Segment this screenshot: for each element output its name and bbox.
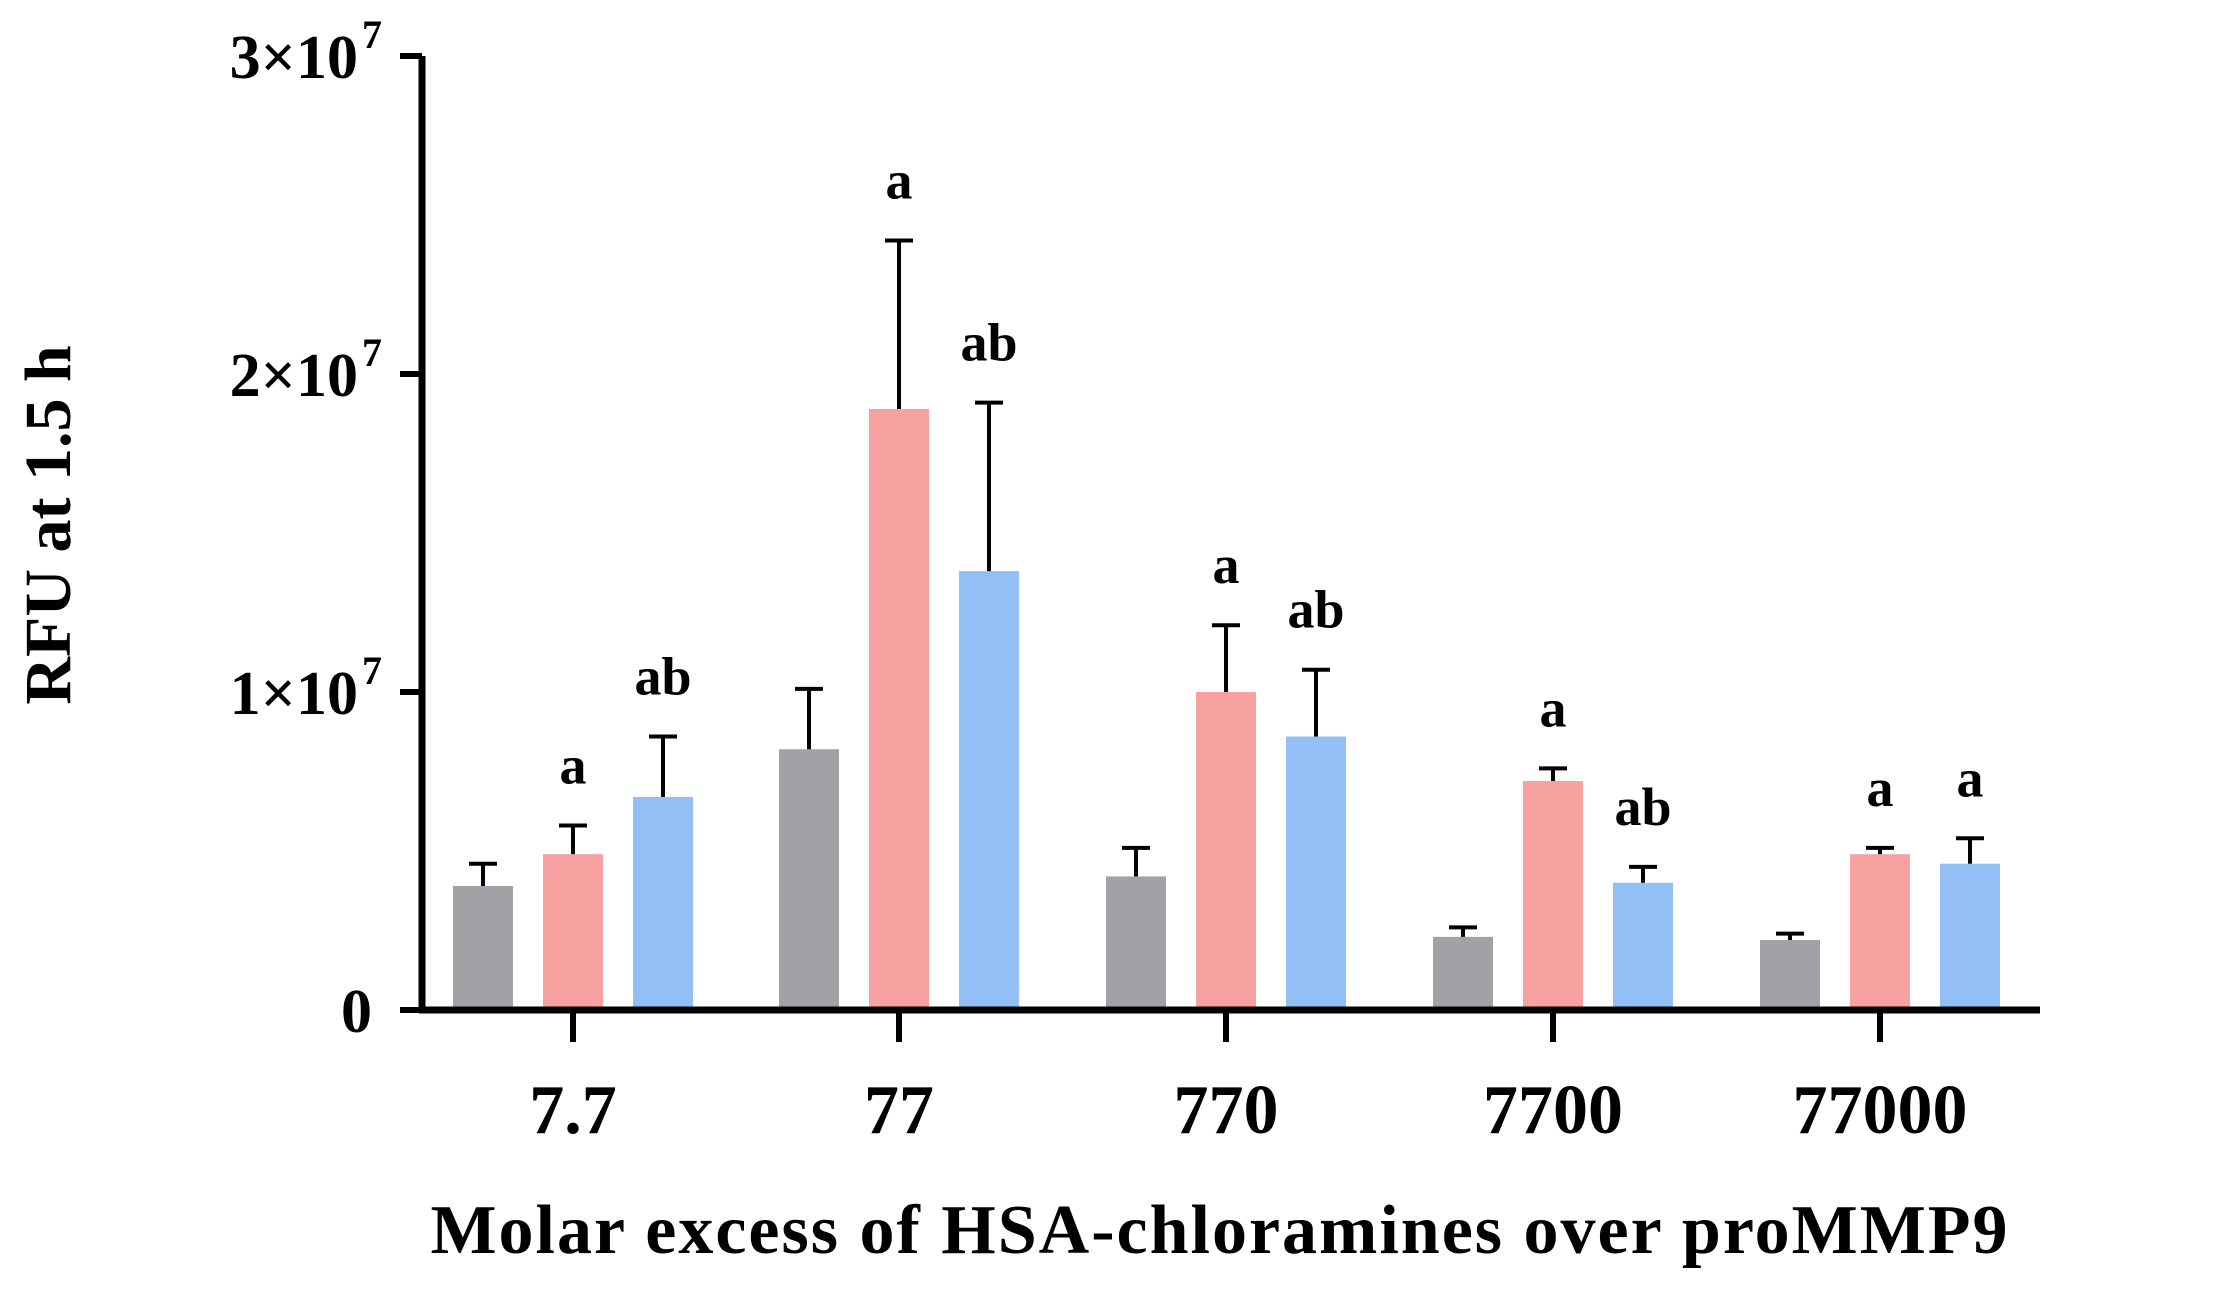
error-bars-layer xyxy=(469,238,1984,941)
error-bar-series1-77 xyxy=(795,686,823,750)
bar-series1-7.7 xyxy=(453,885,513,1010)
error-bar-series1-7700 xyxy=(1449,925,1477,937)
significance-label: a xyxy=(1213,535,1240,595)
y-tick-label: 0 xyxy=(341,978,372,1046)
bar-series2-77000 xyxy=(1850,854,1910,1010)
y-tick-label: 1×10 xyxy=(230,660,358,728)
x-tick-label: 77 xyxy=(864,1072,934,1149)
error-bar-series2-77 xyxy=(885,238,913,409)
y-tick-label: 3×10 xyxy=(230,24,358,92)
bar-series2-7700 xyxy=(1523,781,1583,1010)
x-tick-label: 7700 xyxy=(1483,1072,1623,1149)
y-tick-exponent: 7 xyxy=(362,648,382,693)
error-bar-series1-77000 xyxy=(1776,931,1804,941)
bar-series2-77 xyxy=(869,408,929,1011)
error-bar-series1-770 xyxy=(1122,845,1150,877)
x-ticks-layer: 7.7 77 770 7700 77000 xyxy=(529,1010,1968,1149)
significance-label: ab xyxy=(634,647,691,707)
axes-layer xyxy=(418,56,2040,1014)
error-bar-series2-770 xyxy=(1212,623,1240,692)
significance-label: ab xyxy=(1614,777,1671,837)
error-bar-series1-7.7 xyxy=(469,861,497,886)
error-bar-series3-7.7 xyxy=(649,734,677,797)
error-bar-series3-77000 xyxy=(1956,836,1984,864)
significance-label: a xyxy=(1957,748,1984,808)
error-bar-series3-7700 xyxy=(1629,864,1657,883)
significance-label: a xyxy=(1540,678,1567,738)
x-tick-label: 7.7 xyxy=(529,1072,617,1149)
error-bar-series3-77 xyxy=(975,400,1003,572)
bar-series1-77000 xyxy=(1760,940,1820,1010)
bar-series1-7700 xyxy=(1433,936,1493,1010)
bar-series2-770 xyxy=(1196,692,1256,1010)
y-tick-exponent: 7 xyxy=(362,12,382,57)
y-ticks-layer: 01×10 72×10 73×10 7 xyxy=(230,12,422,1046)
bar-series3-77 xyxy=(959,571,1019,1010)
y-tick-exponent: 7 xyxy=(362,330,382,375)
y-tick-label: 2×10 xyxy=(230,342,358,410)
bars-layer xyxy=(453,408,2000,1011)
x-axis-title: Molar excess of HSA-chloramines over pro… xyxy=(430,1192,2009,1269)
bar-series2-7.7 xyxy=(543,854,603,1010)
bar-series1-770 xyxy=(1106,876,1166,1010)
bar-series3-770 xyxy=(1286,736,1346,1010)
x-tick-label: 770 xyxy=(1174,1072,1279,1149)
bar-series3-7.7 xyxy=(633,796,693,1010)
bar-series3-77000 xyxy=(1940,863,2000,1010)
significance-label: a xyxy=(1867,758,1894,818)
bar-series3-7700 xyxy=(1613,882,1673,1010)
significance-label: ab xyxy=(960,313,1017,373)
bar-series1-77 xyxy=(779,749,839,1010)
error-bar-series2-77000 xyxy=(1866,845,1894,855)
significance-label: ab xyxy=(1287,580,1344,640)
error-bar-series2-7700 xyxy=(1539,766,1567,782)
significance-label: a xyxy=(560,736,587,796)
error-bar-series3-770 xyxy=(1302,667,1330,737)
y-axis-title: RFU at 1.5 h xyxy=(12,345,85,704)
error-bar-series2-7.7 xyxy=(559,823,587,855)
x-tick-label: 77000 xyxy=(1793,1072,1968,1149)
significance-label: a xyxy=(886,150,913,210)
